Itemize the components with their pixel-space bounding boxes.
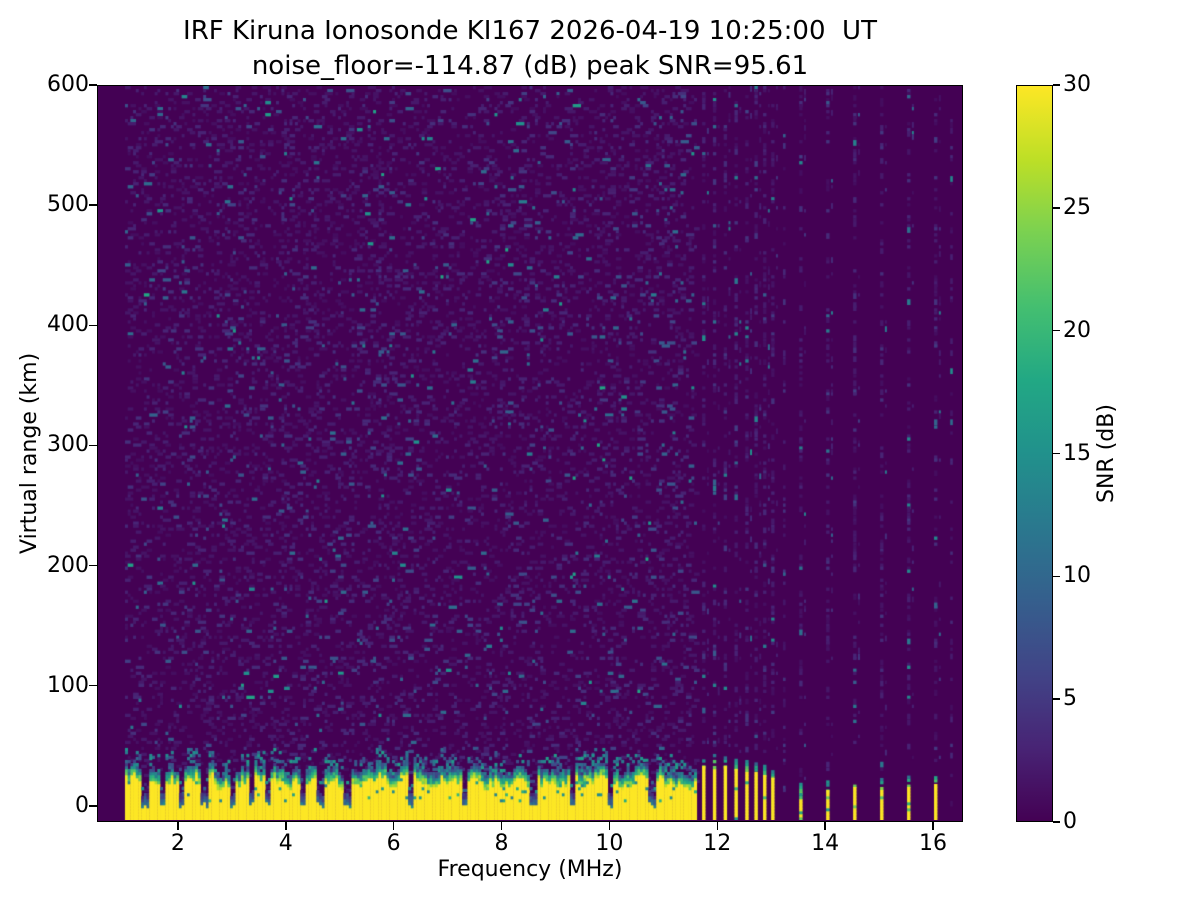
chart-subtitle: noise_floor=-114.87 (dB) peak SNR=95.61 xyxy=(251,51,809,81)
y-tick-mark xyxy=(89,324,97,326)
x-tick-mark xyxy=(932,822,934,830)
ionogram-heatmap-canvas xyxy=(98,86,961,820)
x-tick-label: 14 xyxy=(811,831,840,856)
x-tick-mark xyxy=(608,822,611,830)
y-axis-label: Virtual range (km) xyxy=(17,352,42,555)
x-tick-label: 4 xyxy=(278,831,293,856)
x-tick-label: 16 xyxy=(919,831,948,856)
y-tick-mark xyxy=(89,444,97,447)
y-tick-mark xyxy=(89,805,97,807)
colorbar-tick-mark xyxy=(1053,207,1060,209)
chart-title-block: IRF Kiruna Ionosonde KI167 2026-04-19 10… xyxy=(97,14,963,84)
colorbar-tick-mark xyxy=(1053,84,1060,86)
colorbar-label: SNR (dB) xyxy=(1094,404,1119,503)
x-axis-label: Frequency (MHz) xyxy=(437,857,623,882)
y-tick-mark xyxy=(89,84,97,86)
y-tick-mark xyxy=(89,204,97,206)
y-tick-mark xyxy=(89,564,97,567)
colorbar-tick-mark xyxy=(1053,698,1060,700)
x-tick-label: 6 xyxy=(386,831,401,856)
colorbar-tick-mark xyxy=(1053,329,1060,332)
plot-area xyxy=(97,85,963,822)
colorbar-tick-mark xyxy=(1053,821,1060,823)
x-tick-mark xyxy=(392,822,395,830)
x-tick-label: 10 xyxy=(595,831,624,856)
x-tick-mark xyxy=(285,822,287,830)
x-tick-mark xyxy=(177,822,179,830)
x-tick-label: 8 xyxy=(494,831,509,856)
x-tick-mark xyxy=(500,822,503,830)
y-tick-mark xyxy=(89,684,97,687)
x-tick-label: 12 xyxy=(703,831,732,856)
x-tick-label: 2 xyxy=(170,831,185,856)
colorbar-gradient xyxy=(1016,85,1053,822)
colorbar-tick-mark xyxy=(1053,452,1060,455)
x-tick-mark xyxy=(824,822,826,830)
chart-title: IRF Kiruna Ionosonde KI167 2026-04-19 10… xyxy=(183,16,877,46)
x-tick-mark xyxy=(716,822,719,830)
colorbar-tick-mark xyxy=(1053,575,1060,578)
